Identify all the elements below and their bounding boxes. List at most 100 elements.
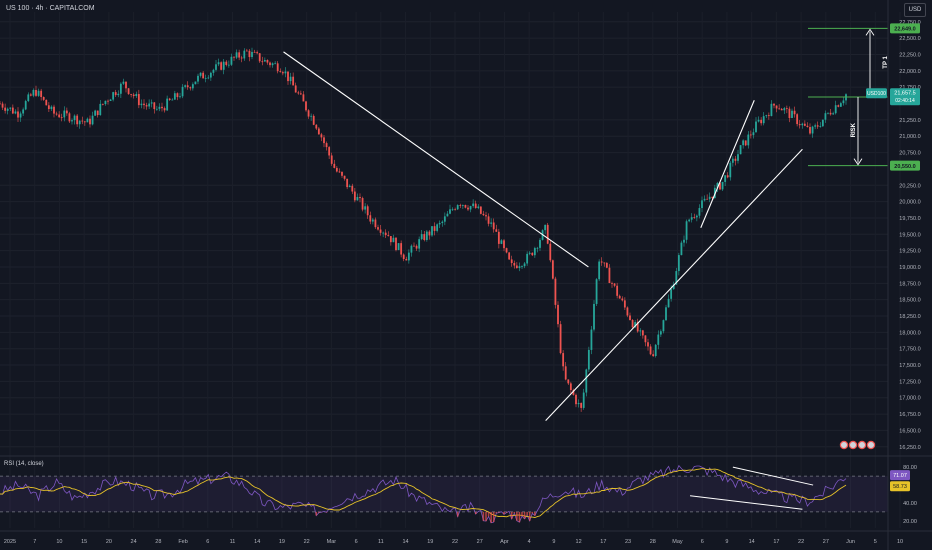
- candle-body: [670, 289, 673, 299]
- candle-body: [688, 219, 691, 222]
- candle-body: [461, 204, 464, 206]
- candle-body: [289, 76, 292, 82]
- candle-body: [752, 132, 755, 136]
- candle-body: [749, 134, 752, 136]
- candle-body: [531, 252, 534, 256]
- currency-button[interactable]: USD: [904, 3, 926, 17]
- candle-body: [618, 295, 621, 299]
- candle-body: [94, 110, 97, 116]
- candle-body: [647, 342, 649, 347]
- candle-body: [405, 258, 408, 261]
- candle-body: [837, 105, 840, 107]
- candle-body: [590, 329, 593, 350]
- symbol-price-tag: [866, 88, 887, 99]
- candle-body: [281, 72, 284, 74]
- time-tick-label: 7: [33, 539, 36, 545]
- candle-body: [317, 128, 320, 135]
- candle-body: [665, 307, 667, 321]
- candle-body: [796, 114, 799, 125]
- candle-body: [539, 239, 541, 248]
- candle-body: [248, 50, 251, 58]
- time-tick-label: May: [672, 539, 683, 545]
- event-marker-icon: [857, 440, 867, 450]
- level-price-tag: [890, 23, 920, 34]
- candle-body: [29, 94, 32, 96]
- rsi-tick-label: 80.00: [903, 465, 917, 471]
- candle-body: [798, 124, 801, 126]
- candle-body: [469, 206, 472, 210]
- candle-body: [197, 75, 199, 82]
- candle-body: [220, 62, 223, 70]
- candle-body: [729, 162, 732, 178]
- candle-body: [24, 101, 27, 110]
- price-tick-label: 16,750.0: [899, 412, 920, 418]
- candle-body: [842, 100, 845, 104]
- candle-body: [832, 113, 835, 115]
- candle-body: [834, 105, 837, 114]
- candle-body: [243, 50, 246, 59]
- candle-body: [683, 239, 685, 243]
- candle-body: [737, 154, 739, 161]
- candle-body: [212, 69, 215, 73]
- candle-body: [11, 107, 14, 114]
- candle-body: [359, 197, 361, 199]
- candle-body: [559, 324, 562, 354]
- price-tick-label: 20,000.0: [899, 200, 920, 206]
- candle-body: [333, 163, 336, 168]
- time-tick-label: 17: [773, 539, 779, 545]
- rsi-indicator-label[interactable]: RSI (14, close): [4, 461, 44, 467]
- candle-body: [235, 52, 238, 58]
- candle-body: [37, 90, 40, 96]
- time-tick-label: 15: [81, 539, 87, 545]
- candle-body: [346, 178, 349, 188]
- time-tick-label: 19: [427, 539, 433, 545]
- candle-body: [374, 219, 377, 228]
- time-tick-label: 22: [452, 539, 458, 545]
- time-tick-label: 14: [749, 539, 755, 545]
- rsi-divergence-line: [690, 495, 803, 510]
- candle-body: [19, 113, 22, 118]
- candle-body: [641, 330, 644, 336]
- candle-body: [397, 243, 400, 251]
- rsi-tick-label: 20.00: [903, 519, 917, 525]
- price-tick-label: 20,250.0: [899, 183, 920, 189]
- candle-body: [155, 108, 158, 110]
- candle-body: [546, 224, 549, 244]
- price-tick-label: 21,250.0: [899, 118, 920, 124]
- candle-body: [418, 239, 421, 249]
- candle-body: [459, 204, 462, 206]
- candle-body: [667, 298, 670, 308]
- price-tick-label: 21,750.0: [899, 85, 920, 91]
- candle-body: [83, 121, 86, 123]
- level-price-label: 20,550.0: [894, 164, 915, 170]
- candle-body: [163, 108, 166, 111]
- candle-body: [6, 108, 9, 111]
- candle-body: [721, 181, 724, 190]
- candle-body: [649, 346, 652, 355]
- candle-body: [230, 56, 233, 65]
- risk-arrow-head: [853, 158, 863, 166]
- candle-body: [371, 219, 374, 222]
- candle-body: [117, 93, 120, 96]
- drawing-overlays: TP 1 RISK: [283, 27, 889, 450]
- candle-body: [567, 379, 570, 384]
- time-tick-label: 11: [378, 539, 384, 545]
- candle-body: [407, 252, 410, 261]
- level-price-tag: [890, 160, 920, 171]
- candle-body: [657, 334, 660, 345]
- price-tick-label: 16,500.0: [899, 428, 920, 434]
- candle-body: [734, 158, 737, 161]
- time-tick-label: 28: [650, 539, 656, 545]
- candle-body: [89, 118, 91, 125]
- candle-body: [32, 89, 35, 96]
- candle-body: [263, 60, 266, 62]
- candle-body: [731, 158, 734, 163]
- time-tick-label: 14: [402, 539, 408, 545]
- candle-body: [485, 215, 487, 217]
- candle-body: [747, 134, 750, 146]
- candle-body: [544, 224, 547, 231]
- time-tick-label: 27: [477, 539, 483, 545]
- candle-body: [148, 103, 151, 107]
- rsi-value-tag: [890, 470, 910, 481]
